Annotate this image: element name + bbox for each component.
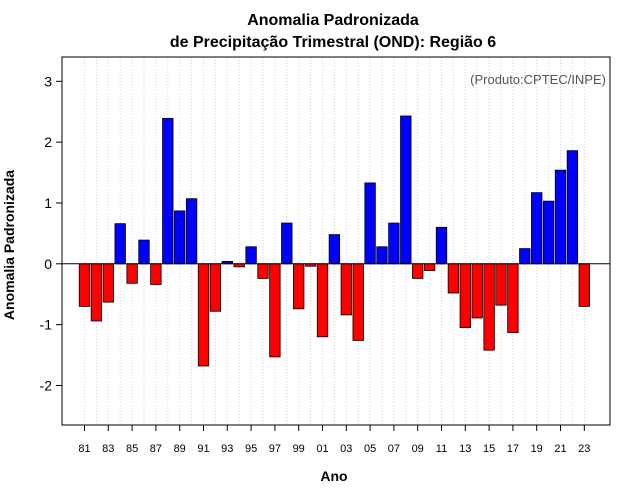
- bar-2019: [531, 192, 543, 265]
- bar-1991: [197, 263, 210, 367]
- bar-2023: [578, 263, 590, 307]
- bar-1981: [78, 263, 91, 307]
- bar-2004: [352, 263, 364, 341]
- x-tick-label: 99: [293, 443, 305, 455]
- y-tick-label: 3: [44, 73, 52, 89]
- x-tick-label: 23: [578, 443, 590, 455]
- x-tick-label: 85: [126, 443, 138, 455]
- x-axis: 81 83 85 87 89 91 93 95 97 99 01 03 05 07 09 11 13 15 17 19…: [78, 425, 590, 455]
- y-tick-label: -1: [40, 317, 53, 333]
- y-tick-label: 1: [44, 195, 52, 211]
- x-tick-label: 95: [245, 443, 257, 455]
- x-tick-label: 03: [340, 443, 352, 455]
- bar-1997: [269, 263, 281, 358]
- bar-2002: [328, 234, 341, 265]
- x-tick-label: 89: [174, 443, 186, 455]
- bar-2007: [388, 222, 400, 265]
- x-tick-label: 83: [102, 443, 114, 455]
- x-tick-label: 13: [459, 443, 471, 455]
- credit-text: (Produto:CPTEC/INPE): [470, 72, 606, 87]
- bar-2009: [412, 263, 424, 279]
- bar-1984: [114, 223, 126, 265]
- bar-1983: [102, 263, 114, 303]
- bar-1992: [209, 263, 222, 312]
- bar-1995: [245, 246, 257, 265]
- bars-group: [78, 115, 590, 367]
- plot-frame: [61, 56, 611, 426]
- x-tick-label: 15: [483, 443, 495, 455]
- y-tick-label: 0: [44, 256, 52, 272]
- bar-2017: [507, 263, 519, 333]
- x-tick-label: 17: [507, 443, 519, 455]
- x-tick-label: 91: [197, 443, 209, 455]
- bar-1999: [293, 263, 305, 310]
- bar-2022: [566, 150, 579, 265]
- y-tick-label: 2: [44, 134, 52, 150]
- bar-2006: [376, 246, 388, 265]
- bar-2011: [435, 226, 448, 265]
- bar-1987: [150, 263, 162, 285]
- bar-2015: [483, 263, 495, 351]
- x-tick-label: 09: [412, 443, 424, 455]
- bar-2013: [459, 263, 471, 329]
- bar-1982: [90, 263, 103, 322]
- bar-1996: [257, 263, 269, 279]
- x-tick-label: 11: [436, 443, 447, 455]
- bar-2020: [542, 200, 555, 265]
- x-tick-label: 81: [78, 443, 90, 455]
- bar-2018: [519, 248, 531, 265]
- x-tick-label: 93: [221, 443, 233, 455]
- x-tick-label: 05: [364, 443, 376, 455]
- x-tick-label: 19: [531, 443, 543, 455]
- bar-1990: [185, 198, 198, 265]
- x-axis-label: Ano: [320, 468, 347, 484]
- x-tick-label: 87: [150, 443, 162, 455]
- bar-1998: [281, 222, 293, 265]
- bar-1988: [162, 118, 174, 265]
- y-axis-label: Anomalia Padronizada: [1, 170, 17, 320]
- y-tick-label: -2: [40, 377, 53, 393]
- chart-title-line1: Anomalia Padronizada: [247, 12, 419, 29]
- bar-2008: [400, 115, 412, 265]
- bar-2014: [471, 263, 483, 319]
- bar-1989: [174, 210, 186, 265]
- bar-2021: [554, 169, 567, 265]
- bar-2012: [447, 263, 460, 294]
- bar-2010: [423, 263, 436, 271]
- x-tick-label: 97: [269, 443, 281, 455]
- bar-2016: [495, 263, 507, 306]
- y-axis: -2 -1 0 1 2 3: [40, 73, 62, 393]
- bar-2003: [340, 263, 352, 316]
- bar-2001: [316, 263, 329, 338]
- bar-2005: [364, 182, 376, 265]
- x-tick-label: 07: [388, 443, 400, 455]
- bar-1986: [138, 239, 150, 265]
- chart-title-line2: de Precipitação Trimestral (OND): Região…: [170, 34, 496, 51]
- bar-1985: [126, 263, 138, 284]
- x-tick-label: 21: [554, 443, 566, 455]
- x-tick-label: 01: [316, 443, 328, 455]
